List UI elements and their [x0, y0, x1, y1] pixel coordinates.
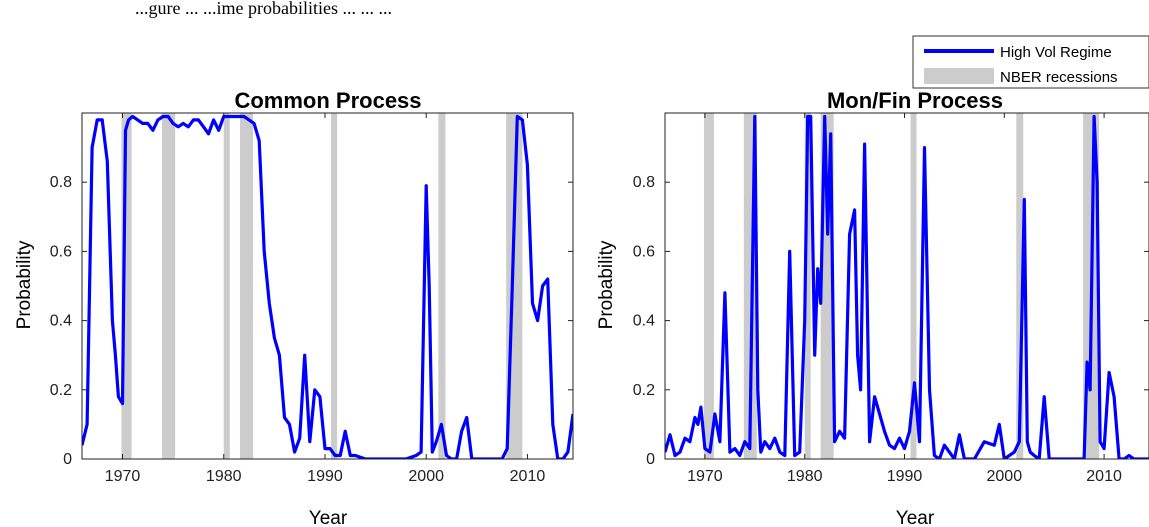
recession-band — [703, 113, 714, 459]
y-tick-label: 0.8 — [50, 174, 72, 191]
y-tick-label: 0 — [63, 451, 72, 468]
recession-band — [804, 113, 811, 459]
x-tick-label: 2000 — [987, 468, 1023, 485]
x-tick-label: 1980 — [787, 468, 823, 485]
recession-band — [331, 113, 338, 459]
recession-band — [438, 113, 446, 459]
plot-area: 1970 1980 1990 2000 2010 0 0.2 0.4 0.6 0.8 — [50, 112, 574, 485]
y-tick-label: 0 — [646, 451, 655, 468]
legend: High Vol Regime NBER recessions — [912, 35, 1149, 89]
x-tick-label: 1990 — [887, 468, 923, 485]
recession-band — [239, 113, 254, 459]
recession-band — [1016, 113, 1024, 459]
x-tick-label: 2010 — [510, 468, 546, 485]
chart-title: Common Process — [234, 88, 421, 113]
legend-line-label: High Vol Regime — [1000, 44, 1112, 61]
y-tick-label: 0.6 — [633, 243, 655, 260]
chart-panel-common-process: Common Process Probability Year 1970 1980… — [14, 88, 574, 527]
axes-frame — [664, 112, 1149, 460]
chart-panel-mon-fin-process: Mon/Fin Process Probability Year 1970 198… — [596, 88, 1149, 527]
series-line-high-vol-regime — [665, 114, 1149, 459]
x-tick-label: 1970 — [687, 468, 723, 485]
y-tick-label: 0.4 — [50, 313, 72, 330]
legend-band-label: NBER recessions — [1000, 69, 1118, 86]
y-tick-label: 0.8 — [633, 174, 655, 191]
recession-band — [121, 113, 132, 459]
series-line-high-vol-regime — [82, 114, 573, 459]
axes-frame — [81, 112, 574, 460]
plot-area: 1970 1980 1990 2000 2010 0 0.2 0.4 0.6 0.8 — [633, 112, 1149, 485]
recession-band — [223, 113, 230, 459]
y-tick-label: 0.2 — [633, 382, 655, 399]
recession-band — [910, 113, 917, 459]
y-axis-label: Probability — [14, 240, 35, 329]
x-axis-label: Year — [309, 508, 348, 527]
figure-caption-fragment: ...gure ... ...ime probabilities ... ...… — [135, 0, 392, 18]
x-tick-label: 1990 — [307, 468, 343, 485]
x-tick-label: 1980 — [206, 468, 242, 485]
y-tick-label: 0.6 — [50, 243, 72, 260]
y-tick-label: 0.2 — [50, 382, 72, 399]
chart-title: Mon/Fin Process — [827, 88, 1003, 113]
x-axis-label: Year — [896, 508, 935, 527]
x-tick-label: 2010 — [1086, 468, 1122, 485]
legend-band-swatch — [924, 68, 994, 84]
x-tick-label: 1970 — [105, 468, 141, 485]
recession-band — [161, 113, 176, 459]
y-axis-label: Probability — [596, 240, 617, 329]
x-tick-label: 2000 — [408, 468, 444, 485]
y-tick-label: 0.4 — [633, 313, 655, 330]
